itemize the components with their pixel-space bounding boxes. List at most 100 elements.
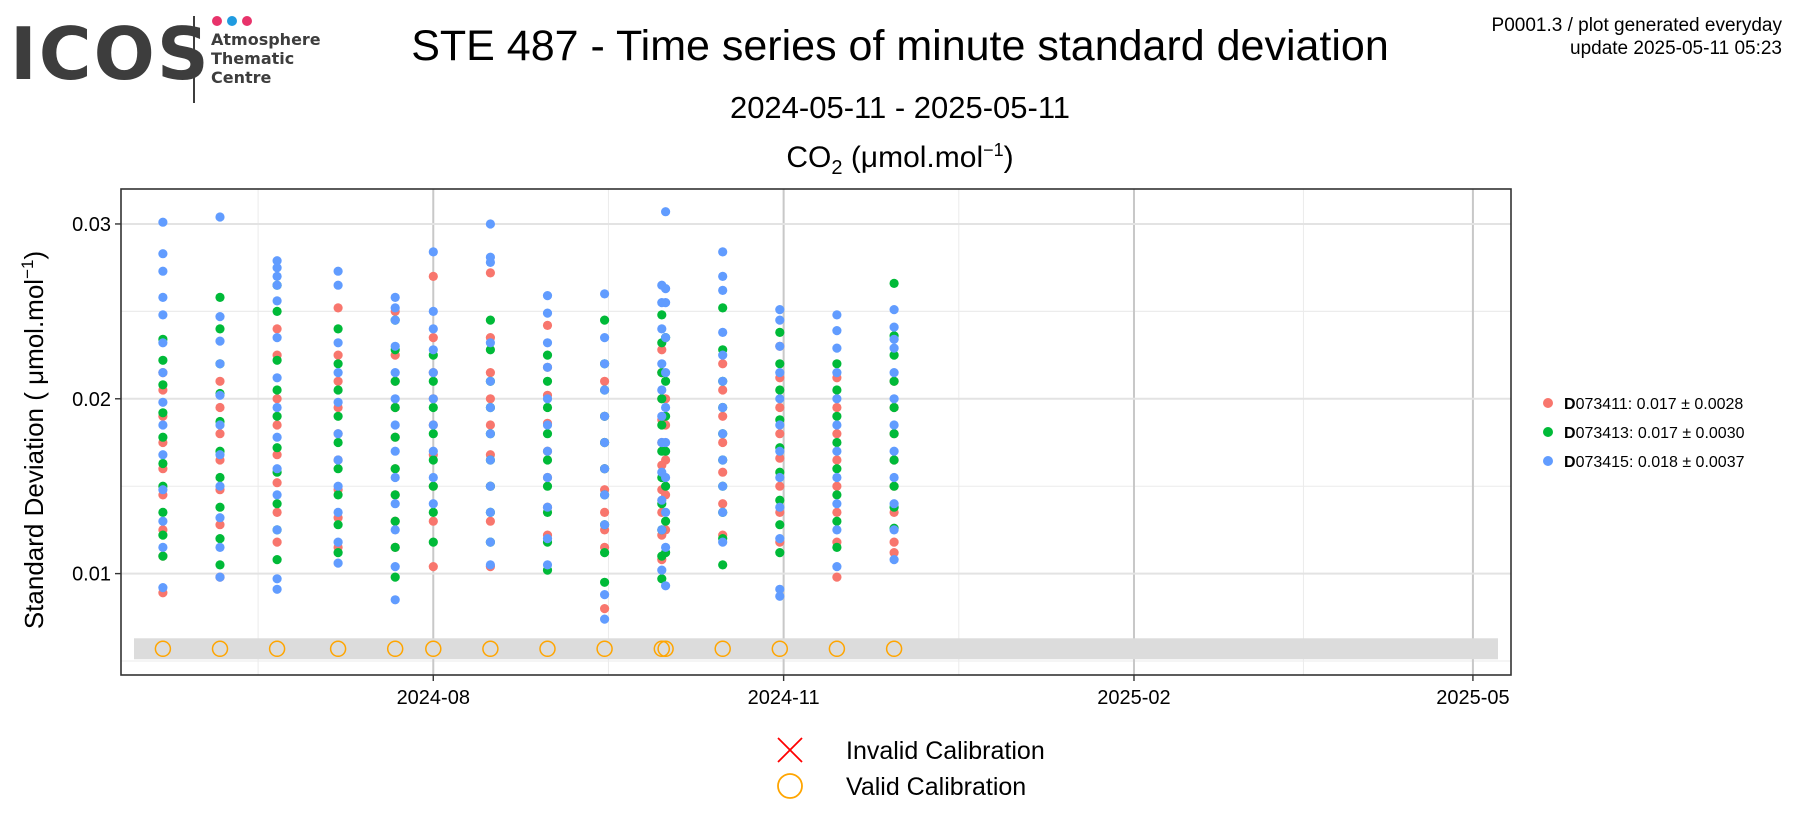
data-point-D073411 xyxy=(718,359,728,369)
data-point-D073415 xyxy=(600,614,610,624)
logo-divider xyxy=(193,16,195,103)
data-point-D073413 xyxy=(215,560,225,570)
data-point-D073415 xyxy=(390,303,400,313)
data-point-D073411 xyxy=(600,604,610,614)
logo-dot-pink-2 xyxy=(242,16,252,26)
data-point-D073415 xyxy=(428,324,438,334)
data-point-D073411 xyxy=(832,455,842,465)
data-point-D073413 xyxy=(333,324,343,334)
data-point-D073415 xyxy=(600,385,610,395)
gas-subscript: 2 xyxy=(831,157,843,179)
data-point-D073413 xyxy=(215,472,225,483)
data-point-D073413 xyxy=(889,278,899,288)
data-point-D073415 xyxy=(661,333,671,343)
data-point-D073415 xyxy=(775,502,785,512)
legend-label-prefix: D xyxy=(1564,425,1576,442)
data-point-D073415 xyxy=(775,420,785,430)
data-point-D073415 xyxy=(542,394,553,404)
data-point-D073415 xyxy=(158,310,168,320)
data-point-D073415 xyxy=(390,472,400,483)
data-point-D073413 xyxy=(333,520,343,530)
data-point-D073415 xyxy=(657,565,667,575)
data-point-D073413 xyxy=(832,411,842,421)
data-point-D073411 xyxy=(600,507,610,517)
data-point-D073415 xyxy=(333,429,343,439)
data-point-D073415 xyxy=(333,280,343,290)
data-points xyxy=(158,207,899,624)
data-point-D073413 xyxy=(158,355,168,365)
data-point-D073415 xyxy=(485,507,495,517)
data-point-D073413 xyxy=(657,574,667,584)
y-axis-label-text: Standard Deviation ( μmol.mol xyxy=(19,279,49,629)
data-point-D073415 xyxy=(272,373,282,383)
data-point-D073411 xyxy=(272,324,282,334)
data-point-D073415 xyxy=(390,341,400,351)
data-point-D073415 xyxy=(428,394,438,404)
data-point-D073415 xyxy=(889,499,899,509)
legend-label-id: 073411 xyxy=(1576,396,1628,413)
data-point-D073415 xyxy=(390,595,400,605)
data-point-D073415 xyxy=(832,310,842,320)
data-point-D073415 xyxy=(661,207,671,217)
data-point-D073411 xyxy=(485,420,495,430)
data-point-D073413 xyxy=(657,394,667,404)
data-point-D073413 xyxy=(428,507,438,517)
valid-calibration-marker xyxy=(268,640,286,658)
data-point-D073415 xyxy=(215,542,225,553)
data-point-D073413 xyxy=(158,408,168,418)
data-point-D073415 xyxy=(832,420,842,430)
legend-label-stat: : 0.017 ± 0.0030 xyxy=(1629,425,1745,442)
data-point-D073411 xyxy=(215,376,225,386)
data-point-D073413 xyxy=(542,429,553,439)
grid xyxy=(121,189,1511,675)
x-tick-label: 2025-02 xyxy=(1097,687,1170,709)
data-point-D073413 xyxy=(775,359,785,369)
plot-background xyxy=(121,189,1511,675)
data-point-D073415 xyxy=(272,271,282,281)
data-point-D073413 xyxy=(333,464,343,474)
data-point-D073415 xyxy=(485,376,495,386)
data-point-D073415 xyxy=(158,583,168,593)
data-point-D073413 xyxy=(600,315,610,325)
logo-line-2: Thematic xyxy=(211,49,295,68)
data-point-D073415 xyxy=(333,397,343,407)
logo-wordmark: ICOS xyxy=(10,12,211,96)
data-point-D073413 xyxy=(657,310,667,320)
data-point-D073415 xyxy=(661,542,671,553)
data-point-D073413 xyxy=(390,376,400,386)
data-point-D073415 xyxy=(390,525,400,535)
legend-key-D073415 xyxy=(1543,456,1553,466)
data-point-D073415 xyxy=(775,591,785,601)
data-point-D073415 xyxy=(272,256,282,266)
data-point-D073413 xyxy=(390,516,400,526)
data-point-D073411 xyxy=(485,268,495,278)
data-point-D073413 xyxy=(428,429,438,439)
data-point-D073415 xyxy=(333,266,343,276)
data-point-D073415 xyxy=(542,534,553,544)
data-point-D073415 xyxy=(661,472,671,483)
data-point-D073415 xyxy=(775,584,785,594)
data-point-D073411 xyxy=(333,303,343,313)
data-point-D073415 xyxy=(215,336,225,346)
data-point-D073415 xyxy=(542,308,553,318)
data-point-D073411 xyxy=(889,548,899,558)
data-point-D073411 xyxy=(775,429,785,439)
data-point-D073415 xyxy=(657,525,667,535)
data-point-D073415 xyxy=(889,305,899,315)
data-point-D073411 xyxy=(832,507,842,517)
logo-dot-pink xyxy=(212,16,222,26)
data-point-D073413 xyxy=(661,446,671,456)
data-point-D073413 xyxy=(775,327,785,337)
valid-calibration-marker xyxy=(828,640,846,658)
data-point-D073413 xyxy=(158,551,168,561)
data-point-D073413 xyxy=(272,355,282,365)
data-point-D073411 xyxy=(272,394,282,404)
data-point-D073415 xyxy=(832,446,842,456)
data-point-D073415 xyxy=(390,368,400,378)
data-point-D073411 xyxy=(428,562,438,572)
data-point-D073415 xyxy=(889,322,899,332)
logo-line-3: Centre xyxy=(211,68,272,87)
data-point-D073415 xyxy=(718,376,728,386)
data-point-D073415 xyxy=(158,368,168,378)
data-point-D073415 xyxy=(542,291,553,301)
